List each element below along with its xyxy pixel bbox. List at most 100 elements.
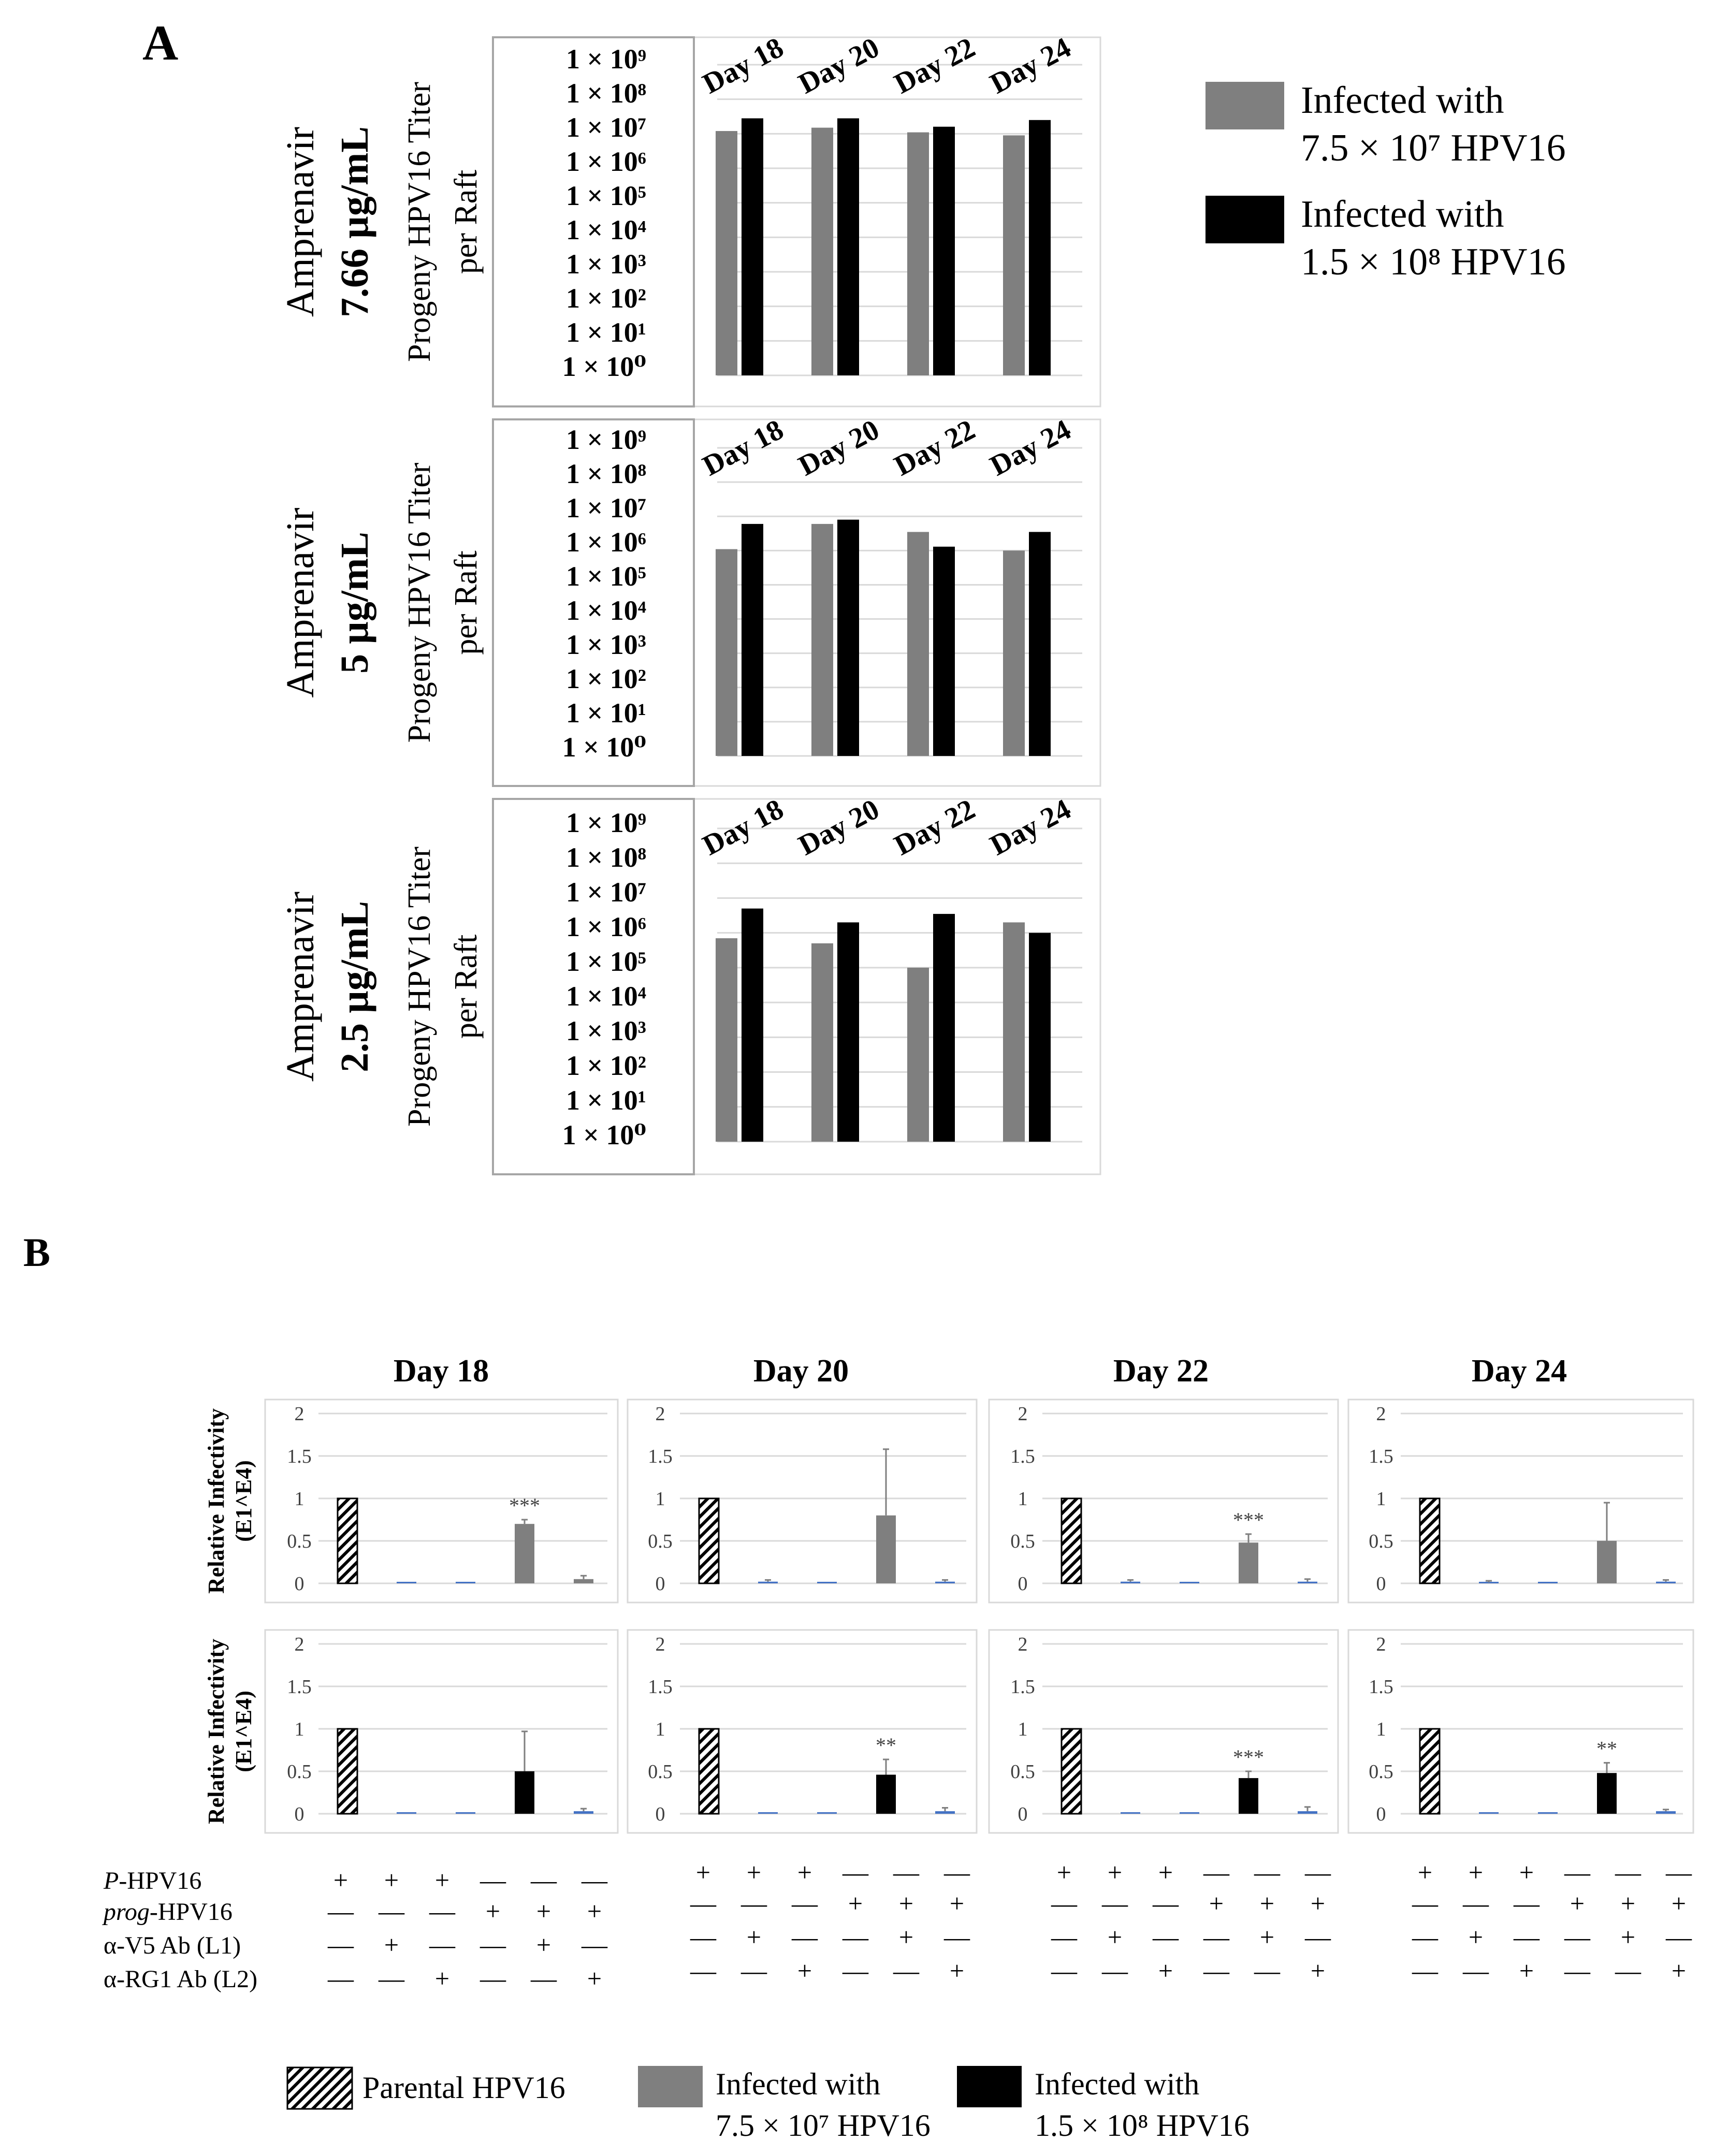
category-label: Day 18 [698, 793, 789, 862]
ytick-label: 2 [1376, 1403, 1386, 1425]
condition-sign: + [587, 1897, 602, 1926]
ytick-label: 1 × 10⁸ [566, 78, 646, 109]
day-title: Day 24 [1472, 1353, 1567, 1389]
category-label: Day 20 [793, 414, 884, 483]
bar [1239, 1778, 1258, 1814]
bar [837, 519, 859, 756]
ytick-label: 0.5 [287, 1761, 312, 1783]
panel-b-chart: 2 1.5 1 0.5 0 *** [988, 1399, 1376, 1604]
y-axis-label: per Raft [448, 550, 484, 654]
category-label: Day 18 [698, 414, 789, 483]
bar [811, 127, 833, 375]
concentration-label: 2.5 µg/mL [333, 901, 376, 1072]
condition-sign: — [690, 1956, 717, 1985]
significance-mark: *** [1233, 1745, 1264, 1769]
condition-sign: — [480, 1866, 506, 1895]
condition-sign: + [1209, 1889, 1224, 1918]
condition-sign: — [943, 1858, 970, 1887]
condition-label: prog-HPV16 [102, 1898, 233, 1926]
category-label: Day 22 [889, 32, 980, 100]
bar [876, 1515, 896, 1583]
condition-sign: + [1108, 1922, 1122, 1951]
bar [742, 908, 763, 1142]
legend-label: Infected with [1035, 2067, 1199, 2101]
y-axis-label: (E1^E4) [231, 1691, 256, 1772]
condition-sign: + [1260, 1889, 1274, 1918]
ytick-label: 0.5 [648, 1761, 673, 1783]
bar-small [397, 1582, 416, 1583]
ytick-label: 0.5 [287, 1531, 312, 1552]
bar-small [1479, 1582, 1499, 1583]
panel-b-chart: 2 1.5 1 0.5 0 ** [1347, 1629, 1694, 1834]
legend-label: Infected with [716, 2067, 880, 2101]
drug-label: Amprenavir [279, 892, 322, 1082]
condition-sign: — [378, 1897, 405, 1926]
category-label: Day 24 [985, 414, 1076, 483]
condition-sign: + [587, 1964, 602, 1993]
ytick-label: 0 [295, 1803, 304, 1825]
bar [876, 1774, 896, 1814]
bar-parental [337, 1497, 358, 1584]
bar-parental [1061, 1728, 1082, 1815]
day-title: Day 20 [753, 1353, 849, 1389]
ytick-label: 2 [656, 1403, 665, 1425]
legend-swatch-hatched [286, 2066, 353, 2110]
condition-sign: — [1051, 1956, 1078, 1985]
bar-small [817, 1582, 837, 1583]
condition-label: α-V5 Ab (L1) [104, 1932, 241, 1959]
bar-small [1121, 1581, 1140, 1583]
ytick-label: 1.5 [648, 1446, 673, 1467]
bar-parental [698, 1728, 720, 1815]
panel-b-chart: 2 1.5 1 0.5 0 *** [988, 1629, 1376, 1834]
ytick-label: 1 × 10⁶ [566, 527, 646, 558]
condition-sign: + [1621, 1889, 1635, 1918]
chart-frame [627, 1399, 978, 1604]
condition-sign: + [536, 1897, 551, 1926]
ytick-label: 0 [1018, 1803, 1028, 1825]
condition-sign: + [435, 1964, 449, 1993]
condition-sign: — [1203, 1858, 1230, 1887]
condition-sign: — [327, 1897, 354, 1926]
condition-sign: — [429, 1897, 456, 1926]
ytick-label: 1 × 10⁵ [566, 561, 646, 592]
condition-label: P-HPV16 [103, 1867, 201, 1895]
condition-sign: + [536, 1930, 551, 1959]
significance-mark: *** [509, 1494, 540, 1517]
condition-sign: — [1665, 1922, 1692, 1951]
bar-parental [1061, 1497, 1082, 1584]
chart-frame [627, 1629, 978, 1834]
ytick-label: 1 × 10¹ [566, 697, 646, 729]
bar [1597, 1541, 1617, 1583]
condition-sign: — [1665, 1858, 1692, 1887]
ytick-label: 1 × 10⁹ [566, 807, 646, 838]
condition-sign: + [848, 1889, 863, 1918]
condition-label-italic: prog [102, 1898, 150, 1926]
ytick-label: 1 × 10⁷ [566, 112, 646, 143]
bar-small [456, 1582, 475, 1583]
condition-sign: — [690, 1922, 717, 1951]
ytick-label: 1 × 10⁹ [566, 43, 646, 75]
ytick-label: 0.5 [1010, 1761, 1035, 1783]
bar-small [1180, 1812, 1199, 1814]
condition-sign: — [1304, 1858, 1331, 1887]
condition-sign: — [1254, 1956, 1281, 1985]
ytick-label: 1 × 10⁰ [562, 732, 646, 763]
y-axis-label: Progeny HPV16 Titer [402, 82, 437, 362]
condition-sign: — [740, 1956, 767, 1985]
ytick-label: 1 [1376, 1488, 1386, 1510]
condition-sign: + [1057, 1858, 1071, 1887]
ytick-label: 1.5 [1369, 1676, 1393, 1698]
ytick-label: 2 [1018, 1403, 1028, 1425]
condition-sign: — [1203, 1922, 1230, 1951]
bar-small [935, 1581, 955, 1583]
ytick-label: 0.5 [1010, 1531, 1035, 1552]
ytick-label: 1.5 [287, 1676, 312, 1698]
ytick-label: 1.5 [648, 1676, 673, 1698]
condition-sign: + [1260, 1922, 1274, 1951]
chart-frame [264, 1629, 619, 1834]
ytick-label: 0.5 [1369, 1531, 1393, 1552]
bar [515, 1771, 534, 1814]
